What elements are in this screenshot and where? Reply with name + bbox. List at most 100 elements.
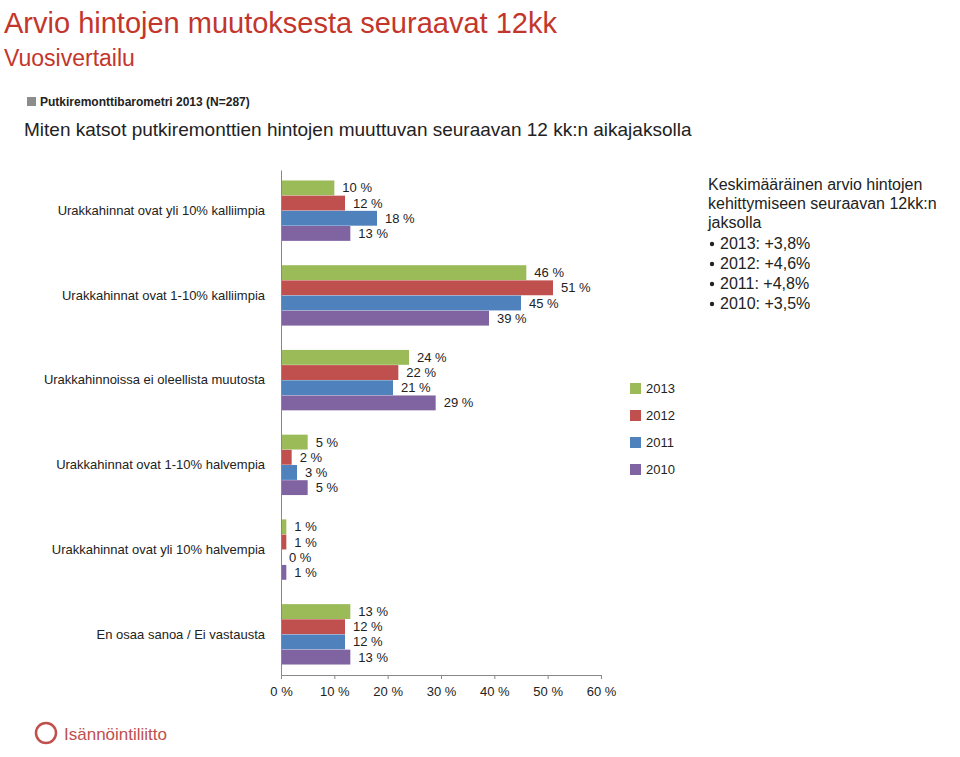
x-tick-mark [334,675,335,679]
annotation-item: 2013: +3,8% [720,235,810,252]
data-labels: 10 %46 %24 %5 %1 %13 %12 %51 %22 %2 %1 %… [289,180,591,664]
data-label: 1 % [294,519,317,534]
x-tick-label: 40 % [480,684,510,699]
bar [281,365,398,380]
y-tick: Urakkahinnat ovat 1-10% halvempia [56,457,281,472]
data-label: 46 % [534,265,564,280]
annotation: Keskimääräinen arvio hintojenkehittymise… [707,176,937,312]
bar [281,435,308,450]
bar [281,380,393,395]
y-tick: En osaa sanoa / Ei vastausta [97,626,281,641]
annotation-item: 2011: +4,8% [720,275,809,292]
data-label: 12 % [353,634,383,649]
legend-swatch [630,383,641,394]
data-label: 12 % [353,196,383,211]
y-tick: Urakkahinnat ovat yli 10% halvempia [52,542,281,557]
category-label: Urakkahinnat ovat yli 10% halvempia [52,542,266,557]
bar [281,311,489,326]
bar [281,395,436,410]
data-label: 13 % [358,226,388,241]
x-tick-mark [494,675,495,679]
x-tick-mark [388,675,389,679]
data-label: 12 % [353,619,383,634]
data-label: 51 % [561,280,591,295]
legend-item: 2011 [630,435,674,450]
data-label: 29 % [444,395,474,410]
category-label: Urakkahinnat ovat yli 10% kalliimpia [58,203,266,218]
bar [281,350,409,365]
data-label: 10 % [342,180,372,195]
y-tick: Urakkahinnat ovat yli 10% kalliimpia [58,203,281,218]
category-label: Urakkahinnat ovat 1-10% halvempia [56,457,266,472]
bar [281,211,377,226]
y-tick: Urakkahinnat ovat 1-10% kalliimpia [62,288,281,303]
x-tick: 60 % [587,675,617,699]
x-tick: 30 % [427,675,457,699]
subtitle: Vuosivertailu [4,45,135,71]
bar [281,650,350,665]
x-tick: 10 % [320,675,350,699]
data-label: 3 % [305,465,328,480]
x-tick-mark [281,675,282,679]
category-label: Urakkahinnoissa ei oleellista muutosta [44,372,266,387]
logo: Isännöintiliitto [36,723,167,744]
legend-item: 2010 [630,462,675,477]
x-tick: 0 % [270,675,293,699]
data-label: 0 % [289,550,312,565]
x-tick-label: 30 % [427,684,457,699]
annotation-item: 2012: +4,6% [720,255,810,272]
annotation-bullet [710,242,714,246]
data-label: 5 % [316,480,339,495]
title: Arvio hintojen muutoksesta seuraavat 12k… [4,7,557,39]
x-tick-mark [548,675,549,679]
data-label: 13 % [358,604,388,619]
bar [281,480,308,495]
x-tick-label: 60 % [587,684,617,699]
legend-label: 2013 [646,381,675,396]
data-label: 22 % [406,365,436,380]
x-tick-mark [441,675,442,679]
bar [281,280,553,295]
bar [281,619,345,634]
data-label: 18 % [385,211,415,226]
category-label: En osaa sanoa / Ei vastausta [97,626,266,641]
x-tick-label: 0 % [270,684,293,699]
x-tick-label: 20 % [373,684,403,699]
data-label: 1 % [294,535,317,550]
bar [281,265,526,280]
x-tick: 50 % [533,675,563,699]
legend-swatch [630,464,641,475]
legend-swatch [630,437,641,448]
data-label: 39 % [497,311,527,326]
x-tick: 20 % [373,675,403,699]
annotation-bullet [710,302,714,306]
caption: Miten katsot putkiremonttien hintojen mu… [24,119,692,140]
legend-swatch [630,410,641,421]
logo-icon [36,723,56,743]
bar [281,604,350,619]
bar [281,450,292,465]
note-icon [27,97,36,106]
category-label: Urakkahinnat ovat 1-10% kalliimpia [62,288,266,303]
bar [281,180,334,195]
annotation-bullet [710,282,714,286]
x-tick-label: 10 % [320,684,350,699]
x-tick-mark [601,675,602,679]
note: Putkiremonttibarometri 2013 (N=287) [40,95,250,109]
legend-label: 2012 [646,408,675,423]
bar [281,634,345,649]
data-label: 24 % [417,350,447,365]
bar [281,465,297,480]
y-axis-line [281,171,282,676]
data-label: 21 % [401,380,431,395]
legend: 2013 2012 2011 2010 [630,381,675,477]
bar [281,296,521,311]
data-label: 1 % [294,565,317,580]
bar [281,196,345,211]
data-label: 5 % [316,435,339,450]
x-axis: 0 % 10 % 20 % 30 % 40 % 50 % 60 % [270,675,616,699]
bar [281,226,350,241]
data-label: 45 % [529,296,559,311]
legend-item: 2012 [630,408,675,423]
data-label: 13 % [358,650,388,665]
